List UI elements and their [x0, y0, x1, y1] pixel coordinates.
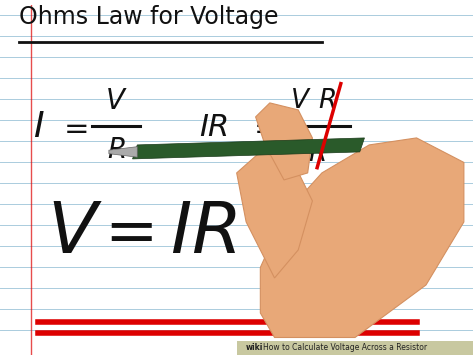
Text: $V$: $V$ [105, 88, 127, 115]
Text: $R$: $R$ [107, 137, 125, 164]
Polygon shape [133, 138, 365, 159]
Text: $=$: $=$ [58, 113, 89, 142]
Text: $R$: $R$ [318, 88, 336, 113]
Text: Ohms Law for Voltage: Ohms Law for Voltage [19, 5, 278, 29]
Polygon shape [237, 152, 312, 278]
Polygon shape [109, 147, 137, 157]
Text: $IR$: $IR$ [199, 112, 228, 143]
Text: $=$: $=$ [92, 201, 154, 263]
Polygon shape [255, 103, 312, 180]
Text: How to Calculate Voltage Across a Resistor: How to Calculate Voltage Across a Resist… [263, 344, 427, 353]
Text: $V$: $V$ [47, 197, 103, 268]
Bar [237, 341, 474, 355]
Text: $I$: $I$ [33, 110, 45, 144]
Text: wiki: wiki [246, 344, 264, 353]
Polygon shape [260, 138, 464, 338]
Text: $=$: $=$ [247, 113, 278, 142]
Text: $IR$: $IR$ [171, 197, 237, 268]
Text: $V$: $V$ [290, 88, 311, 113]
Text: $R$: $R$ [308, 141, 326, 166]
